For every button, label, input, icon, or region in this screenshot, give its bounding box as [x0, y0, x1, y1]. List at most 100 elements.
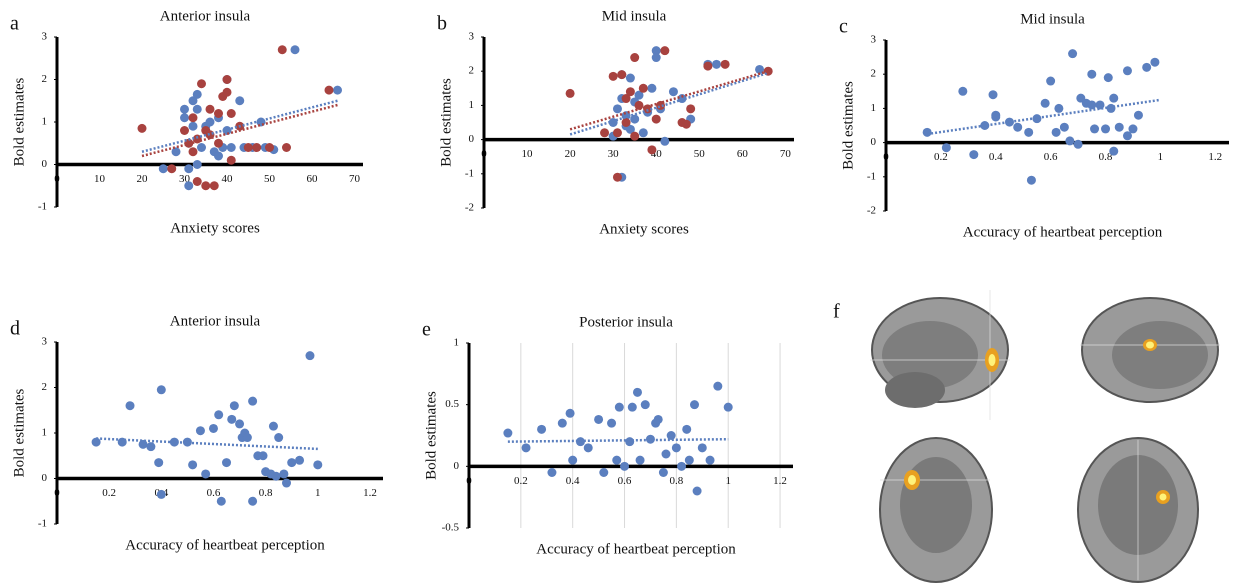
- data-point: [192, 89, 202, 99]
- x-tick-label: 0.6: [1044, 151, 1058, 163]
- data-point: [235, 419, 245, 429]
- data-point: [630, 114, 640, 124]
- y-axis-label: Bold estimates: [840, 81, 856, 170]
- chart-title: Mid insula: [602, 8, 667, 24]
- data-point: [1101, 124, 1111, 134]
- trend-line: [141, 99, 338, 153]
- data-point: [627, 402, 637, 412]
- y-tick-label: 0: [469, 133, 475, 145]
- data-point: [274, 433, 284, 443]
- data-point: [635, 455, 645, 465]
- data-point: [686, 104, 696, 114]
- data-point: [660, 46, 670, 56]
- data-point: [630, 131, 640, 141]
- x-axis-label: Accuracy of heartbeat perception: [963, 224, 1163, 240]
- data-point: [958, 86, 968, 96]
- data-point: [214, 109, 223, 118]
- data-point: [1004, 117, 1014, 127]
- data-point: [184, 181, 194, 191]
- data-point: [146, 442, 156, 452]
- x-axis-label: Anxiety scores: [599, 221, 689, 237]
- data-point: [503, 428, 513, 438]
- data-point: [169, 437, 179, 447]
- data-point: [661, 449, 671, 459]
- data-point: [612, 172, 622, 182]
- data-point: [634, 100, 644, 110]
- data-point: [1090, 124, 1100, 134]
- data-point: [647, 145, 657, 155]
- chart-title: Posterior insula: [579, 314, 673, 330]
- data-point: [614, 402, 624, 412]
- trend-line: [569, 71, 769, 136]
- data-point: [763, 66, 773, 76]
- y-tick-label: 2: [871, 68, 877, 80]
- y-tick-label: 3: [42, 336, 48, 348]
- x-tick-label: 50: [694, 148, 706, 160]
- data-point: [282, 478, 292, 488]
- trend-line: [141, 103, 338, 158]
- y-tick-label: -2: [867, 205, 876, 217]
- y-tick-label: 0: [454, 460, 460, 472]
- data-point: [197, 79, 206, 89]
- brain-axial-right: [1077, 437, 1199, 583]
- data-point: [222, 75, 232, 84]
- x-tick-label: 0.8: [669, 475, 683, 487]
- data-point: [1051, 127, 1061, 137]
- trend-line: [507, 437, 729, 443]
- data-point: [188, 460, 198, 470]
- y-tick-label: -1: [38, 518, 47, 530]
- y-tick-label: -0.5: [442, 522, 460, 534]
- data-point: [594, 414, 604, 424]
- y-tick-label: 0.5: [445, 398, 459, 410]
- x-tick-label: 1.2: [363, 487, 377, 499]
- brain-sagittal-right: [1080, 297, 1220, 403]
- y-tick-label: 3: [469, 31, 475, 43]
- data-point: [1024, 127, 1034, 137]
- data-point: [537, 424, 547, 434]
- x-tick-label: 30: [179, 173, 191, 185]
- data-point: [171, 147, 181, 157]
- data-point: [922, 127, 932, 137]
- data-point: [634, 90, 644, 100]
- x-tick-label: 1.2: [1208, 151, 1222, 163]
- y-axis-label: Bold estimates: [11, 388, 27, 477]
- x-tick-label: 1: [725, 475, 731, 487]
- data-point: [188, 96, 198, 106]
- data-point: [625, 437, 635, 447]
- data-point: [565, 408, 575, 418]
- x-tick-label: 20: [565, 148, 577, 160]
- data-point: [682, 424, 692, 434]
- x-tick-label: 0.2: [102, 487, 116, 499]
- y-tick-label: 0: [42, 158, 48, 170]
- data-point: [1122, 66, 1132, 76]
- y-tick-label: 0: [42, 472, 48, 484]
- data-point: [1054, 103, 1064, 113]
- data-point: [214, 410, 224, 420]
- x-tick-label: 10: [522, 148, 534, 160]
- x-tick-label: 70: [780, 148, 792, 160]
- data-point: [612, 128, 622, 138]
- data-point: [313, 460, 323, 470]
- data-point: [684, 455, 694, 465]
- x-tick-label: 0.4: [566, 475, 580, 487]
- x-tick-label: 0.2: [934, 151, 948, 163]
- x-tick-label: 0.6: [618, 475, 632, 487]
- data-point: [651, 53, 661, 63]
- data-point: [125, 401, 135, 411]
- data-point: [565, 88, 575, 98]
- trend-line: [569, 70, 769, 131]
- data-point: [690, 400, 700, 410]
- data-point: [720, 59, 730, 69]
- x-tick-label: 40: [222, 173, 234, 185]
- data-point: [209, 181, 219, 191]
- data-point: [180, 113, 189, 123]
- data-point: [653, 414, 663, 424]
- data-point: [235, 96, 245, 106]
- data-point: [227, 414, 237, 424]
- data-point: [1114, 122, 1124, 132]
- y-tick-label: 1: [871, 102, 877, 114]
- data-point: [258, 451, 268, 461]
- data-point: [1142, 62, 1152, 72]
- data-point: [248, 396, 258, 406]
- data-point: [621, 94, 631, 104]
